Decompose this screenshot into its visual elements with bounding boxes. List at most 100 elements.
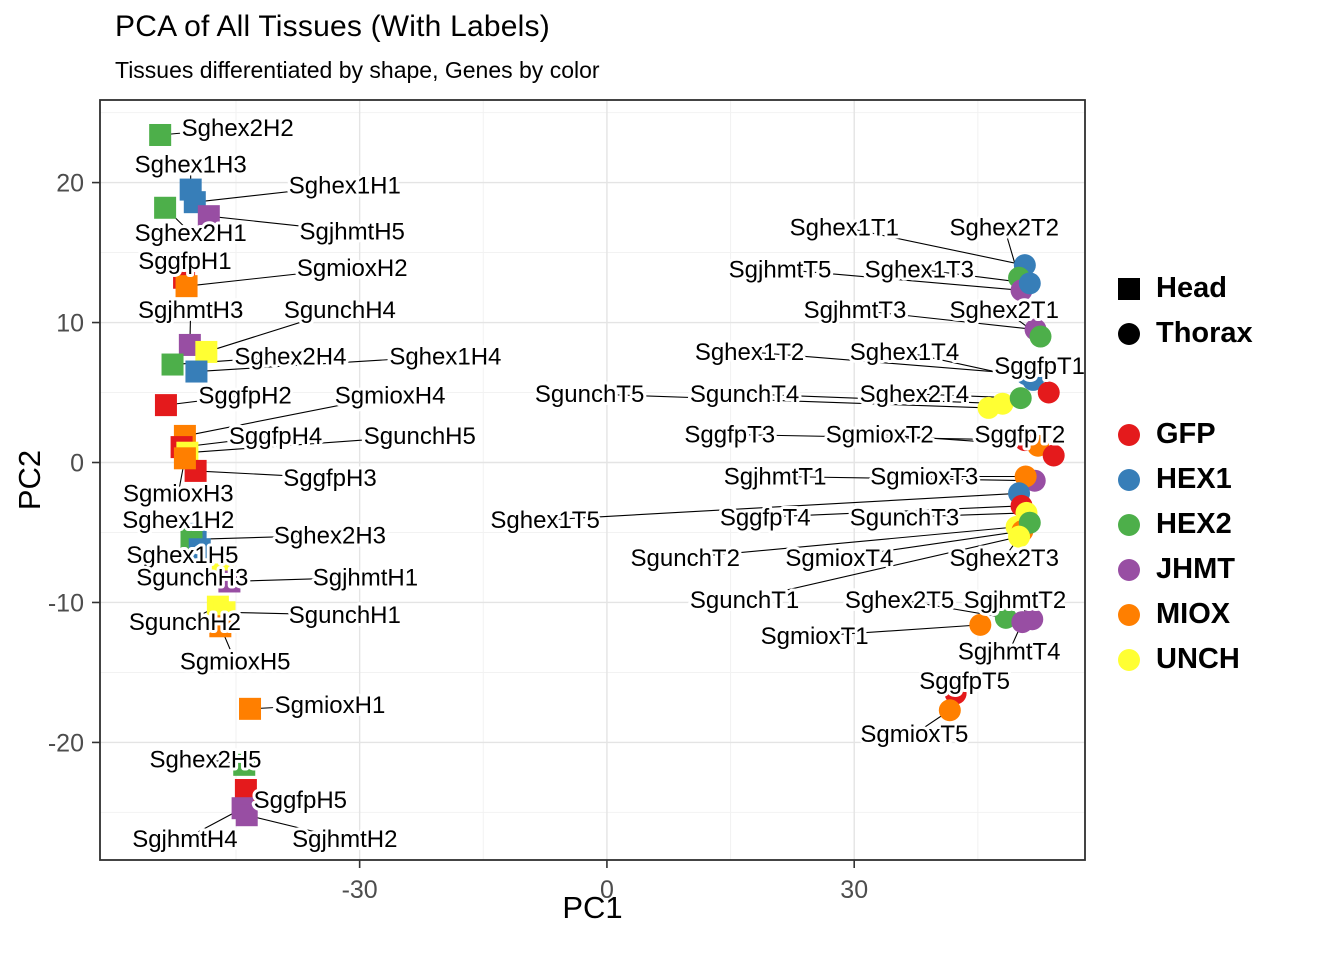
shape-legend: Head Thorax — [1118, 266, 1253, 356]
point-label: SgunchT5 — [535, 381, 644, 408]
data-point-circle — [944, 682, 967, 705]
point-label: Sghex2T3 — [950, 545, 1059, 572]
legend-color-dot-icon — [1118, 648, 1140, 671]
data-point-square — [149, 123, 172, 146]
data-point-square — [188, 538, 211, 561]
data-point-circle — [969, 613, 992, 636]
panel-background — [100, 100, 1085, 860]
y-tick-label: 0 — [70, 450, 84, 478]
y-tick-label: 20 — [56, 170, 84, 198]
label-leader-line — [229, 576, 366, 583]
label-leader-line — [844, 226, 1025, 266]
point-label: SgmioxH1 — [275, 692, 386, 719]
point-label: SgunchH3 — [136, 564, 248, 591]
legend-item-hex1: HEX1 — [1118, 457, 1253, 502]
point-label: SggfpT1 — [994, 353, 1085, 380]
legend-item-hex2: HEX2 — [1118, 502, 1253, 547]
legend-label: UNCH — [1156, 643, 1240, 675]
x-tick-label: -30 — [342, 876, 378, 904]
point-label: SgmioxT1 — [761, 623, 869, 650]
data-point-circle — [991, 392, 1014, 415]
label-leader-line — [589, 393, 989, 409]
point-label: Sghex1H3 — [135, 152, 247, 179]
chart-subtitle: Tissues differentiated by shape, Genes b… — [115, 57, 600, 83]
point-label: SggfpH3 — [283, 465, 376, 492]
point-label: SgjhmtH5 — [300, 219, 405, 246]
point-label: SgmioxH2 — [297, 255, 408, 282]
y-tick-label: -20 — [48, 729, 84, 757]
label-leader-line — [246, 814, 345, 840]
legend-color-dot-icon — [1118, 603, 1140, 626]
data-point-circle — [994, 606, 1017, 629]
point-label: SgunchT1 — [690, 587, 799, 614]
point-label: SgjhmtT4 — [958, 639, 1061, 666]
legend-color-dot-icon — [1118, 468, 1140, 491]
point-label: Sghex1H2 — [122, 507, 234, 534]
label-leader-line — [186, 267, 353, 287]
label-leader-line — [744, 393, 1003, 405]
data-point-circle — [1009, 387, 1032, 410]
data-point-square — [218, 570, 241, 593]
data-point-square — [175, 275, 198, 298]
label-leader-line — [775, 475, 1035, 482]
point-label: Sghex2T4 — [860, 381, 969, 408]
x-tick-label: 30 — [840, 876, 868, 904]
label-leader-line — [208, 215, 353, 233]
point-label: SggfpT4 — [720, 504, 811, 531]
point-label: Sghex1T4 — [850, 339, 959, 366]
data-point-circle — [1014, 465, 1037, 488]
data-point-square — [209, 615, 232, 638]
legend-item-gfp: GFP — [1118, 412, 1253, 457]
legend-square-icon — [1118, 277, 1140, 300]
data-point-square — [234, 779, 257, 802]
legend-color-dot-icon — [1118, 423, 1140, 446]
legend-item-miox: MIOX — [1118, 592, 1253, 637]
y-axis-title: PC2 — [12, 449, 47, 511]
point-label: Sghex1H4 — [389, 343, 501, 370]
point-label: Sghex2T1 — [950, 297, 1059, 324]
data-point-square — [185, 360, 208, 383]
point-label: SgmioxT3 — [870, 464, 978, 491]
point-label: Sghex2H1 — [135, 220, 247, 247]
panel-border — [99, 99, 1086, 861]
point-label: SgmioxT4 — [785, 545, 893, 572]
label-leader-line — [194, 184, 345, 203]
label-leader-line — [879, 433, 1039, 447]
legend-color-dot-icon — [1118, 513, 1140, 536]
x-tick-label: 0 — [600, 876, 614, 904]
data-point-circle — [1027, 434, 1050, 457]
label-leader-line — [206, 309, 341, 353]
label-leader-line — [191, 534, 330, 541]
legend-circle-icon — [1118, 322, 1140, 345]
legend-label: Thorax — [1156, 317, 1253, 349]
chart-title: PCA of All Tissues (With Labels) — [115, 10, 550, 43]
point-label: Sghex1T2 — [695, 339, 804, 366]
legend-item-head: Head — [1118, 266, 1253, 311]
legend-label: GFP — [1156, 418, 1216, 450]
point-label: Sghex2T2 — [950, 215, 1059, 242]
label-leader-line — [904, 512, 1027, 518]
label-leader-line — [224, 611, 345, 616]
data-point-circle — [1011, 611, 1034, 634]
point-label: Sghex2H5 — [149, 746, 261, 773]
data-point-square — [239, 697, 262, 720]
point-label: SgmioxT2 — [826, 422, 934, 449]
data-point-circle — [1037, 381, 1060, 404]
data-point-circle — [1008, 525, 1031, 548]
label-leader-line — [904, 351, 1034, 381]
point-label: Sghex1H5 — [126, 542, 238, 569]
point-label: SgunchH1 — [289, 602, 401, 629]
point-label: SgunchH5 — [364, 423, 476, 450]
legend-item-thorax: Thorax — [1118, 311, 1253, 356]
point-label: SgjhmtT5 — [729, 257, 832, 284]
label-leader-line — [165, 394, 246, 406]
data-point-circle — [1042, 444, 1065, 467]
point-label: SgjhmtT1 — [724, 464, 827, 491]
data-point-square — [197, 205, 220, 228]
x-axis-title: PC1 — [562, 890, 623, 925]
point-label: SgjhmtT2 — [964, 587, 1067, 614]
label-leader-line — [765, 505, 1022, 518]
legend-item-jhmt: JHMT — [1118, 547, 1253, 592]
data-point-circle — [1029, 325, 1052, 348]
